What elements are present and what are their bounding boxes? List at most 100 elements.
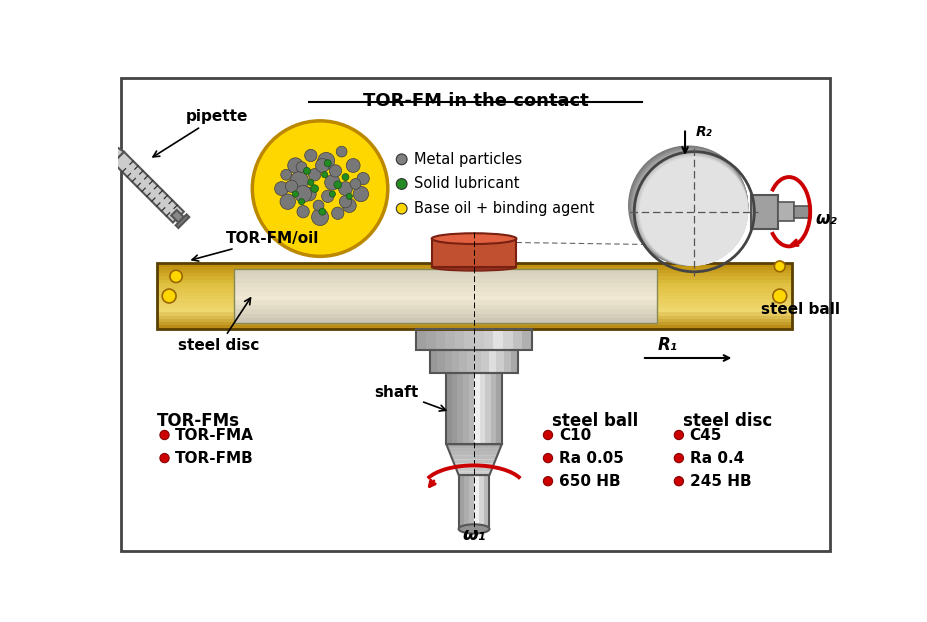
Bar xyxy=(157,296,792,299)
Circle shape xyxy=(329,191,335,197)
Circle shape xyxy=(635,154,747,266)
Circle shape xyxy=(324,175,339,190)
Circle shape xyxy=(281,169,291,180)
Bar xyxy=(511,350,518,373)
Text: ω₂: ω₂ xyxy=(814,210,836,228)
Bar xyxy=(234,313,656,318)
Circle shape xyxy=(287,158,303,173)
Bar xyxy=(429,350,518,373)
Polygon shape xyxy=(451,456,497,460)
Bar xyxy=(157,289,792,293)
Circle shape xyxy=(674,430,683,440)
Bar xyxy=(234,278,656,283)
Bar xyxy=(474,475,478,529)
Bar xyxy=(503,350,511,373)
Bar xyxy=(485,373,490,444)
Bar xyxy=(446,373,451,444)
Circle shape xyxy=(631,149,747,266)
Bar xyxy=(512,329,522,350)
Circle shape xyxy=(298,198,304,205)
Circle shape xyxy=(396,179,407,189)
Bar xyxy=(474,329,483,350)
Bar xyxy=(157,299,792,302)
Bar xyxy=(446,373,502,444)
Circle shape xyxy=(635,153,747,266)
Circle shape xyxy=(629,147,747,266)
Circle shape xyxy=(636,154,747,266)
Bar xyxy=(474,373,479,444)
Bar xyxy=(468,373,474,444)
Bar xyxy=(157,263,792,267)
Bar xyxy=(458,475,489,529)
Ellipse shape xyxy=(431,233,515,244)
Circle shape xyxy=(295,185,311,202)
Bar xyxy=(157,302,792,306)
Bar xyxy=(157,263,792,329)
Bar xyxy=(490,373,496,444)
Text: TOR-FMB: TOR-FMB xyxy=(175,450,254,466)
Bar xyxy=(793,205,809,218)
Circle shape xyxy=(311,185,318,192)
Polygon shape xyxy=(100,139,124,162)
Bar xyxy=(483,329,493,350)
Bar xyxy=(468,475,474,529)
Bar xyxy=(157,280,792,283)
Circle shape xyxy=(632,151,747,266)
Circle shape xyxy=(631,150,747,266)
Circle shape xyxy=(319,208,325,215)
Circle shape xyxy=(159,430,169,440)
Bar xyxy=(451,373,457,444)
Bar xyxy=(157,286,792,289)
Bar xyxy=(234,300,656,305)
Bar xyxy=(445,329,454,350)
Circle shape xyxy=(252,121,387,256)
Bar xyxy=(157,309,792,312)
Text: TOR-FMs: TOR-FMs xyxy=(157,412,239,430)
Circle shape xyxy=(543,476,552,486)
Bar xyxy=(157,325,792,329)
Bar xyxy=(157,319,792,322)
Bar xyxy=(479,373,485,444)
Text: steel disc: steel disc xyxy=(178,298,260,353)
Text: C45: C45 xyxy=(689,427,721,442)
Bar xyxy=(435,329,445,350)
Circle shape xyxy=(639,157,747,266)
Circle shape xyxy=(628,146,747,266)
Circle shape xyxy=(342,198,356,213)
Circle shape xyxy=(357,172,369,185)
Circle shape xyxy=(290,172,308,190)
Circle shape xyxy=(339,195,351,208)
Bar xyxy=(502,329,512,350)
Bar xyxy=(459,350,466,373)
Circle shape xyxy=(308,179,313,185)
Text: 650 HB: 650 HB xyxy=(558,474,620,489)
Bar xyxy=(234,305,656,309)
Text: TOR-FM in the contact: TOR-FM in the contact xyxy=(362,91,588,109)
Text: R₁: R₁ xyxy=(656,337,677,355)
Bar xyxy=(157,276,792,280)
Bar xyxy=(234,269,656,274)
Circle shape xyxy=(674,476,683,486)
Circle shape xyxy=(297,205,309,218)
Text: 245 HB: 245 HB xyxy=(689,474,751,489)
Circle shape xyxy=(629,147,747,266)
Bar xyxy=(451,350,459,373)
Circle shape xyxy=(396,203,407,214)
Bar xyxy=(444,350,451,373)
Bar xyxy=(464,475,468,529)
Text: Ra 0.05: Ra 0.05 xyxy=(558,450,623,466)
Bar xyxy=(493,329,502,350)
Circle shape xyxy=(296,162,307,172)
Bar xyxy=(157,306,792,309)
Circle shape xyxy=(331,207,344,220)
Bar xyxy=(466,350,474,373)
Bar xyxy=(234,296,656,300)
Circle shape xyxy=(349,179,361,189)
Text: steel ball: steel ball xyxy=(760,302,839,317)
Bar xyxy=(431,239,515,267)
Circle shape xyxy=(322,172,327,178)
Polygon shape xyxy=(452,460,495,463)
Bar xyxy=(416,329,531,350)
Circle shape xyxy=(543,430,552,440)
Circle shape xyxy=(162,289,176,303)
